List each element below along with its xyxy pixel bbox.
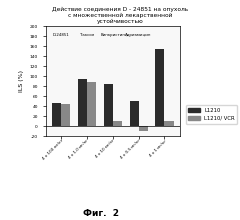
Legend: L1210, L1210/ VCR: L1210, L1210/ VCR bbox=[186, 105, 237, 124]
Bar bbox=[156, 49, 164, 126]
Text: Действие соединения D - 24851 на опухоль
с множественной лекарственной
устойчиво: Действие соединения D - 24851 на опухоль… bbox=[52, 7, 188, 24]
Bar bbox=[78, 79, 87, 126]
Bar bbox=[113, 121, 122, 126]
Bar bbox=[52, 103, 61, 126]
Bar bbox=[87, 82, 96, 126]
Bar bbox=[104, 84, 113, 126]
Text: Винкристин: Винкристин bbox=[100, 33, 125, 37]
Text: Адриамицин: Адриамицин bbox=[126, 33, 152, 37]
Text: D-24851: D-24851 bbox=[53, 33, 70, 37]
Text: 4 x 1 мг/кг: 4 x 1 мг/кг bbox=[149, 139, 167, 157]
Text: 4 x 10 мг/кг: 4 x 10 мг/кг bbox=[95, 139, 116, 159]
Bar bbox=[130, 101, 139, 126]
Y-axis label: ILS (%): ILS (%) bbox=[19, 70, 24, 92]
Text: 4 x 0.5 мг/кг: 4 x 0.5 мг/кг bbox=[120, 139, 141, 160]
Text: Таксол: Таксол bbox=[80, 33, 94, 37]
Bar bbox=[164, 121, 174, 126]
Bar bbox=[61, 104, 70, 126]
Text: 4 x 1.0 мг/кг: 4 x 1.0 мг/кг bbox=[68, 139, 90, 160]
Text: Фиг.  2: Фиг. 2 bbox=[83, 209, 119, 218]
Bar bbox=[139, 126, 148, 131]
Text: 4 x 100 мг/кг: 4 x 100 мг/кг bbox=[42, 139, 64, 161]
